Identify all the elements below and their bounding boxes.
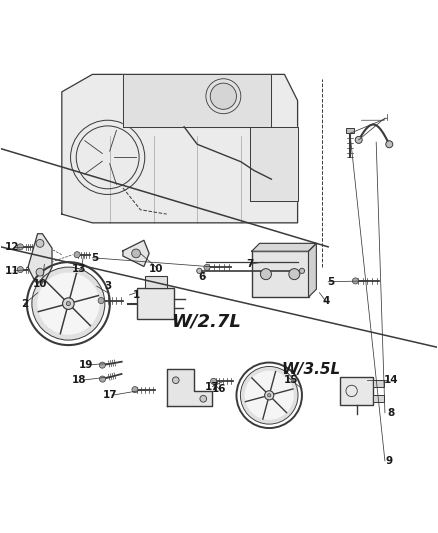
Text: 3: 3 — [104, 281, 111, 291]
Circle shape — [265, 391, 274, 400]
Text: W/2.7L: W/2.7L — [171, 312, 241, 330]
Circle shape — [173, 377, 179, 384]
Polygon shape — [308, 244, 316, 297]
Text: 12: 12 — [4, 242, 19, 252]
Polygon shape — [250, 127, 297, 201]
Circle shape — [132, 386, 138, 393]
Circle shape — [66, 302, 71, 306]
Circle shape — [99, 362, 106, 368]
Circle shape — [99, 376, 106, 382]
Polygon shape — [123, 75, 272, 127]
Bar — [373, 381, 384, 387]
Text: 18: 18 — [72, 375, 87, 385]
Bar — [145, 276, 167, 288]
Text: 2: 2 — [21, 298, 28, 309]
Circle shape — [289, 269, 300, 280]
Circle shape — [74, 252, 80, 258]
Circle shape — [268, 394, 271, 397]
Text: 10: 10 — [148, 264, 163, 273]
Text: 17: 17 — [205, 382, 220, 392]
Text: 9: 9 — [386, 456, 393, 466]
Bar — [340, 377, 373, 405]
Circle shape — [355, 136, 362, 143]
Text: 19: 19 — [79, 360, 93, 370]
Circle shape — [17, 244, 23, 250]
Circle shape — [261, 269, 272, 280]
Circle shape — [245, 371, 294, 420]
Circle shape — [98, 297, 104, 304]
Bar — [373, 394, 384, 401]
Bar — [346, 128, 354, 133]
Circle shape — [197, 268, 202, 273]
Polygon shape — [166, 369, 212, 406]
Circle shape — [353, 278, 358, 284]
Text: 7: 7 — [246, 260, 253, 269]
Polygon shape — [123, 240, 149, 266]
Circle shape — [200, 395, 207, 402]
Circle shape — [206, 79, 241, 114]
Circle shape — [132, 249, 141, 258]
Text: 8: 8 — [388, 408, 395, 418]
Circle shape — [17, 266, 23, 272]
Text: 17: 17 — [102, 390, 117, 400]
Circle shape — [204, 264, 210, 270]
Text: 5: 5 — [91, 253, 98, 263]
Circle shape — [36, 239, 44, 247]
Text: 14: 14 — [384, 375, 399, 385]
Text: W/3.5L: W/3.5L — [281, 361, 340, 377]
Text: 11: 11 — [4, 266, 19, 276]
Polygon shape — [252, 244, 316, 251]
Circle shape — [211, 378, 217, 384]
Text: 5: 5 — [327, 277, 334, 287]
Circle shape — [32, 267, 105, 340]
Circle shape — [63, 298, 74, 310]
Circle shape — [210, 83, 237, 109]
Text: 16: 16 — [212, 384, 226, 394]
Text: 4: 4 — [322, 296, 330, 306]
Polygon shape — [28, 234, 52, 282]
Text: 13: 13 — [72, 264, 87, 273]
Circle shape — [37, 272, 99, 335]
Text: 15: 15 — [284, 375, 298, 385]
Circle shape — [299, 268, 304, 273]
Polygon shape — [62, 75, 297, 223]
Circle shape — [240, 367, 298, 424]
Text: 1: 1 — [132, 290, 140, 300]
Text: 6: 6 — [198, 272, 205, 282]
Circle shape — [36, 268, 44, 276]
Bar — [252, 251, 308, 297]
Text: 10: 10 — [33, 279, 47, 289]
Bar — [137, 288, 174, 319]
Circle shape — [386, 141, 393, 148]
